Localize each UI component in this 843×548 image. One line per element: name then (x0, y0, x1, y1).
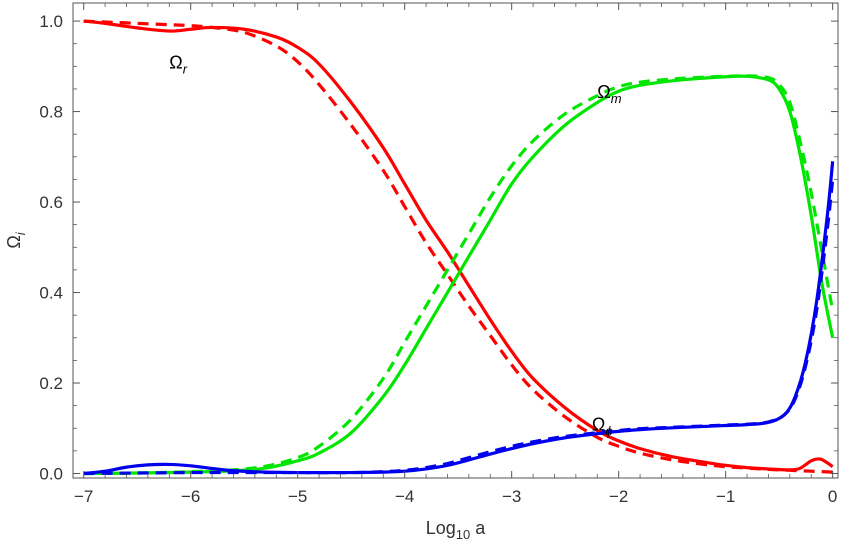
y-tick-label: 1.0 (39, 12, 63, 31)
x-axis-label-main: Log (426, 518, 456, 538)
series-label-sub: m (611, 91, 622, 106)
y-tick-label: 0.0 (39, 464, 63, 483)
y-tick-label: 0.2 (39, 374, 63, 393)
ticks-layer: −7 −6 −5 −4 −3 −2 −1 0 0.0 0.2 0.4 0.6 0.8 1.0 (39, 3, 838, 506)
x-tick-label: −1 (716, 487, 735, 506)
x-tick-label: −2 (609, 487, 628, 506)
y-axis-label-sub: i (13, 231, 28, 235)
series-label-sub: ϕ (605, 424, 612, 439)
y-tick-label: 0.8 (39, 103, 63, 122)
series-label-main: Ω (597, 82, 610, 102)
series-line-6 (83, 179, 835, 476)
y-axis-label-main: Ω (4, 235, 24, 248)
x-axis-label: Log10 a (426, 518, 487, 542)
series-line-2 (83, 19, 833, 474)
x-tick-label: −4 (395, 487, 414, 506)
y-tick-label: 0.6 (39, 193, 63, 212)
series-line-1 (83, 19, 834, 472)
series-line-5 (83, 161, 835, 476)
series-layer (83, 19, 835, 476)
series-label-main: Ω (592, 415, 605, 435)
series-label-sub: r (183, 62, 188, 77)
x-tick-label: −5 (288, 487, 307, 506)
series-label-3: Ωϕ (592, 415, 613, 439)
x-tick-label: −6 (181, 487, 200, 506)
x-axis-label-tail: a (470, 518, 486, 538)
series-line-4 (83, 74, 835, 476)
x-axis-label-sub: 10 (456, 527, 470, 542)
plot-frame (72, 2, 839, 479)
series-label-1: Ωr (169, 53, 187, 77)
x-tick-label: −3 (502, 487, 521, 506)
series-line-3 (83, 74, 835, 476)
series-label-main: Ω (169, 53, 182, 73)
x-tick-label: −7 (74, 487, 93, 506)
y-axis-label: Ωi (4, 231, 28, 248)
y-tick-label: 0.4 (39, 284, 63, 303)
series-label-2: Ωm (597, 82, 621, 106)
x-tick-label: 0 (828, 487, 837, 506)
